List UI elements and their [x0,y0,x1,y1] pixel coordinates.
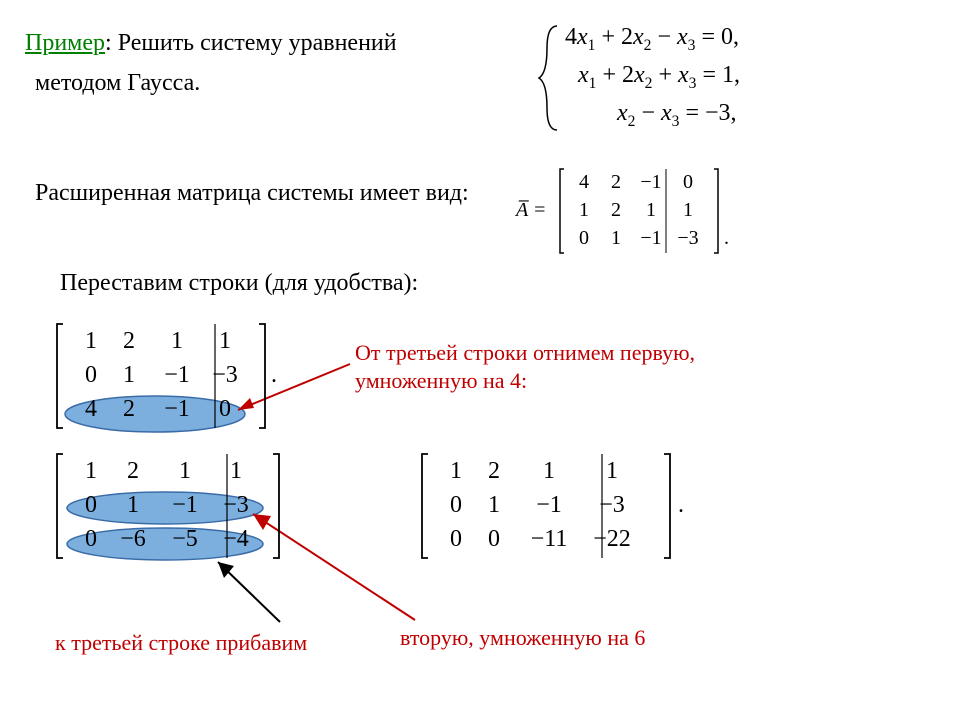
matrix3-cell: 1 [584,458,640,485]
matrix_A-cell: 1 [670,199,706,222]
matrix1-cell: 0 [205,396,245,423]
colon: : [105,30,118,56]
matrix1-cell: −1 [149,362,205,389]
matrix2-cell: 0 [73,492,109,519]
matrix2-cell: 1 [109,492,157,519]
matrix3-cell: −22 [584,526,640,553]
eq2: x1 + 2x2 + x3 = 1, [578,62,740,93]
eq3: x2 − x3 = −3, [617,100,737,131]
matrix_A-cell: 1 [568,199,600,222]
matrix_A-cell: 2 [600,199,632,222]
matrix1-cell: 1 [109,362,149,389]
matrix-a-dot: . [724,227,729,250]
matrix_A-cell: 2 [600,171,632,194]
annot3: вторую, умноженную на 6 [400,625,645,651]
matrix_A-cell: 4 [568,171,600,194]
matrix3-cell: 0 [438,492,474,519]
matrix1-cell: 1 [149,328,205,355]
matrix_A-cell: 1 [600,227,632,250]
annot1-line1: От третьей строки отнимем первую, [355,340,695,366]
matrix-a-label: A̅ = [516,199,546,222]
equation-system: 4x1 + 2x2 − x3 = 0, x1 + 2x2 + x3 = 1, x… [535,18,915,138]
matrix3-cell: 1 [438,458,474,485]
matrix2-cell: 1 [157,458,213,485]
matrix1-cell: 1 [205,328,245,355]
matrix1-cell: 2 [109,396,149,423]
matrix3-cell: 2 [474,458,514,485]
matrix1-cell: 0 [73,362,109,389]
matrix_A-cell: −1 [632,227,670,250]
matrix1-cell: −3 [205,362,245,389]
line-permute: Переставим строки (для удобства): [60,270,418,297]
matrix_A-cell: −3 [670,227,706,250]
matrix3-cell: −3 [584,492,640,519]
matrix2-cell: −3 [213,492,259,519]
example-label: Пример [25,30,105,56]
matrix3-cell: 0 [438,526,474,553]
matrix2-cell: 0 [73,526,109,553]
header-line2: методом Гаусса. [35,70,200,97]
matrix2-cell: −1 [157,492,213,519]
annot2: к третьей строке прибавим [55,630,307,656]
matrix_A-cell: 0 [568,227,600,250]
matrix2-cell: 2 [109,458,157,485]
matrix2-cell: −6 [109,526,157,553]
matrix1-cell: 1 [73,328,109,355]
matrix2-cell: −4 [213,526,259,553]
annot1-line2: умноженную на 4: [355,368,527,394]
matrix3-cell: 1 [514,458,584,485]
matrix1-cell: 4 [73,396,109,423]
matrix1-dot: . [271,362,277,389]
header-line1: Пример: Решить систему уравнений [25,30,397,57]
matrix3-cell: 0 [474,526,514,553]
matrix2-cell: 1 [213,458,259,485]
solve-text: Решить систему уравнений [118,30,397,56]
matrix1-cell: −1 [149,396,205,423]
matrix1-cell: 2 [109,328,149,355]
matrix_A-cell: 1 [632,199,670,222]
matrix3-cell: 1 [474,492,514,519]
matrix3-cell: −1 [514,492,584,519]
matrix2-cell: 1 [73,458,109,485]
matrix3-dot: . [678,492,684,519]
matrix3-cell: −11 [514,526,584,553]
eq1: 4x1 + 2x2 − x3 = 0, [565,24,739,55]
matrix_A-cell: 0 [670,171,706,194]
matrix_A-cell: −1 [632,171,670,194]
brace-icon [535,18,565,138]
line-augmented: Расширенная матрица системы имеет вид: [35,180,469,207]
matrix2-cell: −5 [157,526,213,553]
